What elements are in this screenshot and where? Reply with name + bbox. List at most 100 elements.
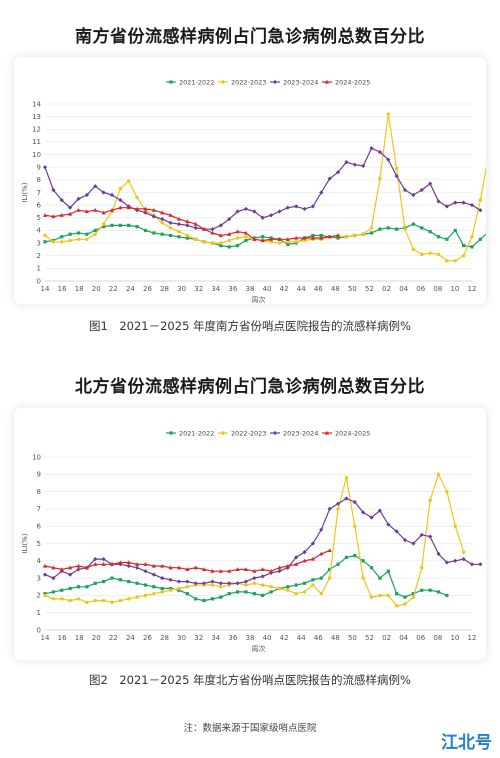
data-point [277, 586, 282, 591]
data-point [219, 241, 223, 245]
footnote: 注：数据来源于国家级哨点医院 [183, 723, 317, 734]
data-point [185, 223, 190, 228]
data-point [135, 581, 139, 585]
data-point [403, 595, 407, 599]
series-2023-2024 [42, 146, 483, 232]
data-point [310, 235, 316, 240]
data-point [243, 230, 249, 235]
data-point [68, 586, 72, 591]
x-tick-label: 08 [433, 634, 442, 642]
data-point [185, 236, 189, 240]
x-tick-label: 48 [331, 285, 340, 293]
x-tick-label: 14 [41, 634, 50, 642]
data-point [151, 572, 156, 577]
data-point [109, 192, 115, 198]
y-tick-label: 3 [37, 574, 41, 582]
data-point [311, 233, 315, 238]
data-point [478, 562, 483, 567]
x-tick-label: 12 [468, 285, 477, 293]
data-point [336, 507, 340, 511]
data-point [352, 162, 357, 167]
data-point [227, 238, 231, 243]
data-point [59, 197, 64, 203]
data-point [76, 196, 81, 201]
x-tick-label: 26 [143, 285, 152, 293]
data-point [84, 565, 89, 570]
data-point [252, 209, 257, 214]
data-point [378, 576, 382, 580]
data-point [395, 227, 399, 231]
data-point [411, 247, 416, 252]
x-tick-label: 40 [263, 634, 272, 642]
data-point [327, 234, 332, 239]
data-point [101, 556, 106, 562]
data-point [201, 226, 207, 231]
data-point [335, 233, 341, 238]
chart2-caption: 图2 2021－2025 年度北方省份哨点医院报告的流感样病例% [89, 673, 411, 687]
series-2021-2022 [43, 222, 486, 249]
data-point [302, 235, 307, 240]
data-point [302, 581, 307, 585]
data-point [285, 563, 290, 568]
data-point [310, 204, 316, 209]
data-point [168, 213, 173, 217]
data-point [84, 209, 89, 214]
data-point [336, 236, 340, 240]
data-point [369, 515, 374, 520]
y-tick-label: 9 [37, 471, 41, 479]
data-point [135, 595, 139, 599]
legend-marker [324, 79, 330, 84]
data-point [126, 205, 131, 210]
x-tick-label: 26 [143, 634, 152, 642]
y-tick-label: 6 [37, 201, 42, 209]
x-tick-label: 38 [245, 285, 254, 293]
data-point [386, 593, 390, 598]
data-point [335, 501, 341, 506]
x-tick-label: 20 [92, 285, 101, 293]
series-2023-2024 [42, 496, 483, 586]
series-line [44, 473, 465, 607]
x-tick-label: 34 [211, 634, 220, 642]
data-point [168, 588, 173, 592]
data-point [160, 576, 165, 581]
data-point [193, 565, 198, 570]
data-point [478, 208, 483, 213]
data-point [143, 593, 148, 598]
data-point [469, 203, 475, 208]
data-point [76, 563, 81, 568]
data-point [160, 232, 164, 236]
data-point [51, 565, 56, 570]
data-point [176, 216, 182, 221]
data-point [470, 245, 474, 249]
legend-marker [221, 80, 225, 84]
data-point [68, 238, 72, 243]
legend-marker [324, 430, 330, 435]
data-point [93, 562, 98, 566]
x-tick-label: 32 [194, 285, 203, 293]
data-point [134, 562, 140, 566]
data-point [286, 242, 290, 246]
data-point [110, 223, 114, 227]
data-point [135, 195, 139, 200]
data-point [252, 237, 257, 241]
x-tick-label: 06 [416, 634, 425, 642]
x-axis-label: 周次 [252, 295, 266, 304]
data-point [51, 240, 56, 244]
data-point [369, 231, 374, 235]
data-point [302, 590, 307, 594]
data-point [319, 591, 323, 596]
data-point [152, 591, 156, 596]
data-point [261, 235, 265, 239]
data-point [59, 213, 64, 217]
x-tick-label: 34 [211, 285, 220, 293]
data-point [127, 597, 131, 601]
data-point [403, 227, 407, 231]
data-point [327, 176, 332, 181]
data-point [85, 237, 89, 241]
data-point [227, 216, 232, 222]
x-tick-label: 04 [399, 634, 408, 642]
data-point [93, 184, 98, 189]
data-point [285, 237, 290, 241]
data-point [51, 187, 56, 193]
